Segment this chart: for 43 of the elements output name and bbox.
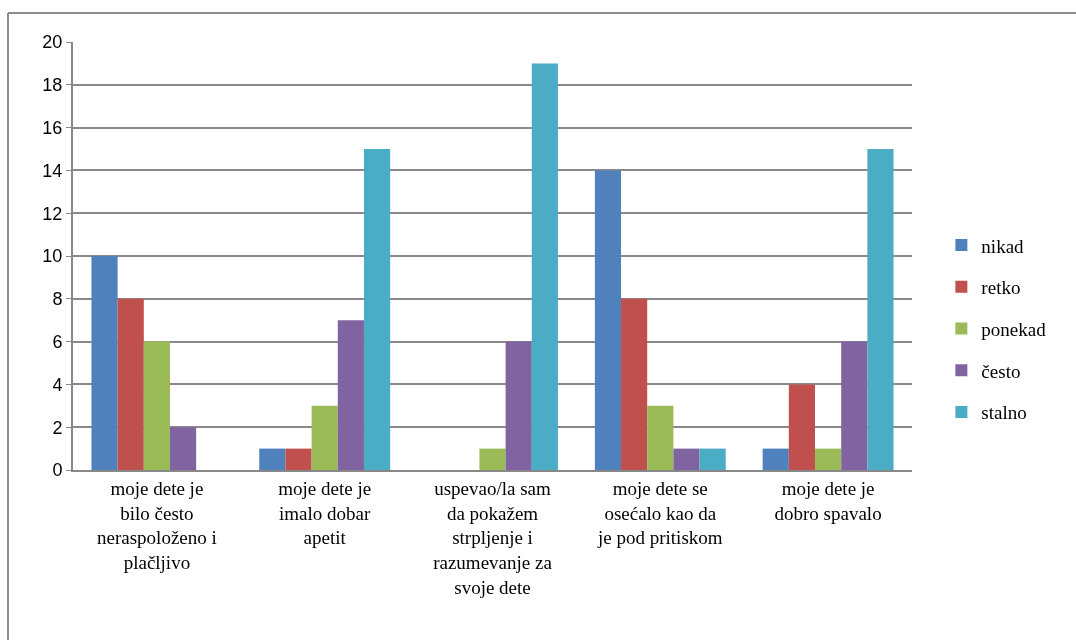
bar (117, 298, 144, 470)
bar (762, 448, 789, 470)
bar (594, 170, 622, 470)
legend-label: često (981, 360, 1021, 382)
bar (841, 341, 868, 470)
legend-label: stalno (981, 402, 1027, 424)
bar (285, 448, 312, 470)
bar (259, 448, 286, 470)
bar (699, 448, 726, 470)
bar (647, 405, 674, 470)
x-tick-label: moje dete je imalo dobar apetit (278, 477, 372, 549)
bar (363, 149, 391, 470)
bar (91, 256, 118, 470)
y-tick-label: 10 (42, 246, 63, 267)
y-tick-label: 12 (42, 203, 63, 224)
y-tick-label: 18 (42, 75, 63, 96)
y-tick-label: 16 (42, 117, 63, 138)
legend-label: ponekad (981, 318, 1047, 340)
legend-label: retko (981, 277, 1021, 299)
bar (815, 448, 842, 470)
legend-label: nikad (981, 235, 1025, 257)
y-tick-label: 20 (42, 32, 63, 53)
y-tick-label: 6 (52, 331, 63, 352)
x-tick-label: moje dete je dobro spavalo (774, 477, 882, 524)
bar (621, 298, 648, 470)
bar (169, 427, 197, 470)
y-tick-label: 2 (52, 417, 63, 438)
y-tick-label: 4 (52, 374, 63, 395)
bar (867, 149, 894, 470)
y-tick-label: 8 (52, 289, 63, 310)
bar (143, 341, 170, 470)
bar (337, 320, 364, 470)
bar (479, 448, 506, 470)
y-tick-label: 0 (52, 460, 63, 481)
bar (311, 405, 338, 470)
bar (673, 448, 700, 470)
x-tick-label: moje dete se osećalo kao da je pod pritiskom (597, 477, 723, 549)
x-tick-label: uspevao/la sam da pokažem strpljenje i razumevanje za svoje dete (433, 477, 553, 598)
bar (505, 341, 532, 470)
y-tick-label: 14 (42, 160, 63, 181)
bar (788, 384, 816, 470)
x-tick-label: moje dete je bilo često neraspoloženo i plačljivo (97, 477, 217, 573)
bar (531, 63, 558, 470)
